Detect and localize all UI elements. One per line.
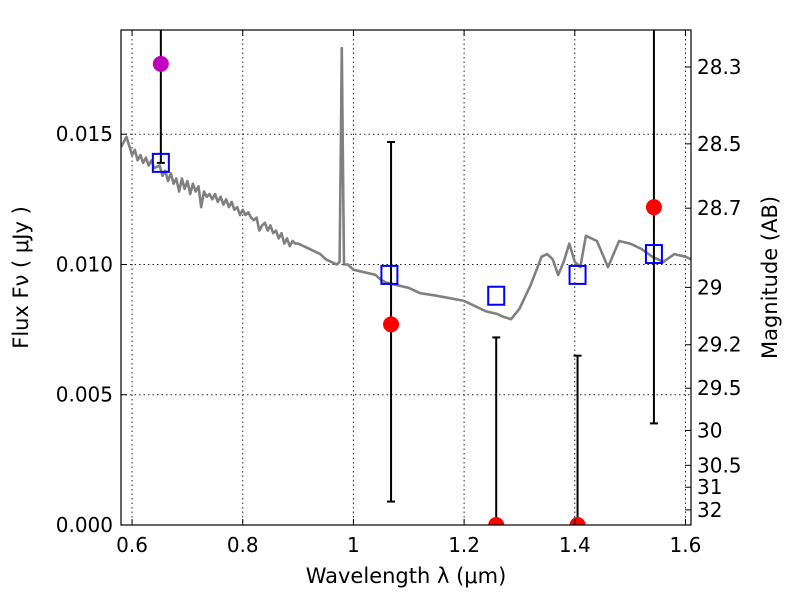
model-band-square [151,152,170,173]
photometry-point [569,517,586,525]
right-tick-label: 29.2 [697,333,742,357]
right-tick-label: 28.3 [697,55,742,79]
axis-ticks: 0.6 0.8 1 1.2 1.4 1.6 0.000 0.005 0.010 0.015 28.3… [56,30,742,557]
x-axis-label: Wavelength λ (μm) [306,564,507,588]
right-axis-label: Magnitude (AB) [758,196,782,359]
hst-photometry-point [152,55,169,72]
model-band-square [380,264,399,285]
photometry-point [488,517,505,525]
right-tick-label: 29.5 [697,376,742,400]
y-tick-label: 0.005 [56,383,113,407]
model-band-square [568,264,587,285]
photometry-point [383,316,400,333]
right-tick-label: 30.5 [697,453,742,477]
y-tick-label: 0.000 [56,513,113,537]
model-band-square [644,244,663,265]
right-tick-label: 30 [697,418,722,442]
right-tick-label: 28.5 [697,132,742,156]
x-tick-label: 1.2 [448,533,480,557]
spectrum-line [121,46,691,321]
y-tick-label: 0.015 [56,122,113,146]
plot-frame [120,29,692,526]
plot-area [121,30,691,525]
right-tick-label: 29 [697,275,722,299]
x-tick-label: 1.6 [670,533,702,557]
x-tick-label: 0.8 [227,533,259,557]
y-axis-label: Flux Fν ( μJy ) [9,206,33,349]
x-tick-label: 0.6 [116,533,148,557]
right-tick-label: 28.7 [697,196,742,220]
plot-markers [151,152,663,306]
right-tick-label: 32 [697,498,722,522]
grid-lines [121,30,691,526]
plot-series [121,30,691,525]
y-tick-label: 0.010 [56,252,113,276]
right-tick-label: 31 [697,475,722,499]
model-band-square [487,285,506,306]
photometry-point [645,199,662,216]
x-tick-label: 1 [347,533,360,557]
x-tick-label: 1.4 [559,533,591,557]
